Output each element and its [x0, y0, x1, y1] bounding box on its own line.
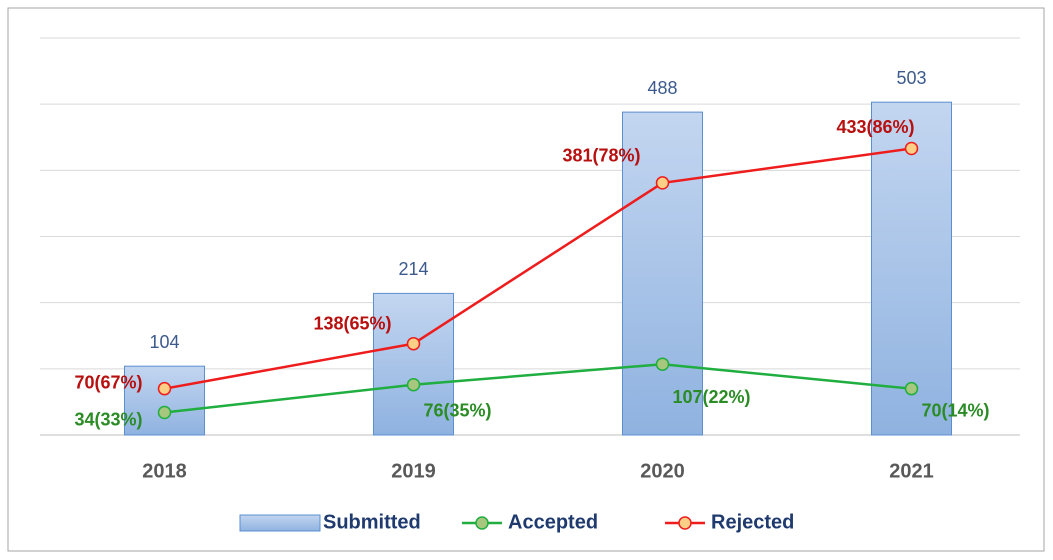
legend-marker — [475, 516, 489, 530]
data-label: 34(33%) — [74, 409, 142, 429]
data-label: 70(14%) — [922, 400, 990, 420]
x-tick-label: 2020 — [640, 460, 685, 482]
bar — [622, 111, 703, 436]
bar — [373, 292, 454, 436]
data-label: 138(65%) — [313, 313, 391, 333]
line — [164, 362, 912, 414]
line-marker — [406, 336, 421, 351]
data-label: 76(35%) — [424, 400, 492, 420]
legend-label: Submitted — [323, 511, 421, 533]
data-label: 433(86%) — [836, 117, 914, 137]
x-tick-label: 2019 — [391, 460, 436, 482]
data-label: 70(67%) — [74, 372, 142, 392]
bar-value-label: 503 — [896, 68, 926, 88]
data-label: 107(22%) — [672, 387, 750, 407]
line-marker — [406, 377, 421, 392]
bar — [871, 101, 952, 436]
line-marker — [904, 381, 919, 396]
bar-value-label: 214 — [398, 259, 428, 279]
legend-label: Accepted — [508, 511, 598, 533]
x-tick-label: 2021 — [889, 460, 934, 482]
x-tick-label: 2018 — [142, 460, 187, 482]
legend-marker — [678, 516, 692, 530]
line-marker — [904, 141, 919, 156]
line-marker — [157, 405, 172, 420]
bar — [124, 365, 205, 436]
line-marker — [655, 176, 670, 190]
line — [164, 147, 912, 390]
line-marker — [157, 381, 172, 396]
bar-value-label: 488 — [647, 78, 677, 98]
legend-swatch — [239, 514, 321, 532]
line-marker — [655, 357, 670, 371]
data-label: 381(78%) — [562, 146, 640, 166]
legend-label: Rejected — [711, 511, 794, 533]
bar-value-label: 104 — [149, 332, 179, 352]
